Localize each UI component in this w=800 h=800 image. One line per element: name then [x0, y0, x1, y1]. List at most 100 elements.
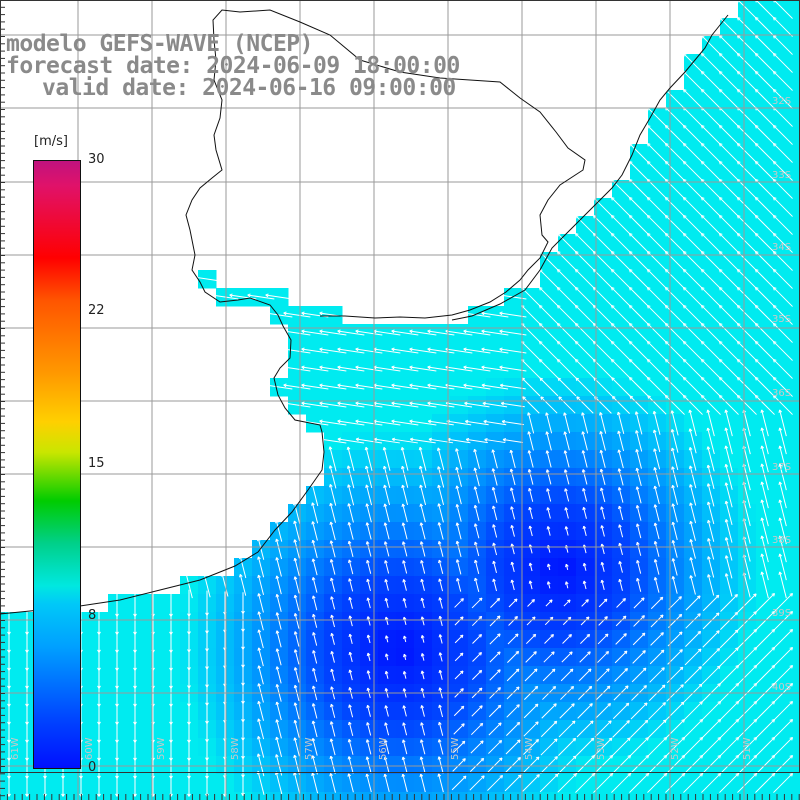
wind-arrow — [492, 524, 498, 538]
wind-arrow — [617, 487, 624, 503]
wind-arrow — [700, 196, 721, 217]
wind-arrow — [582, 562, 587, 571]
wind-arrow — [508, 616, 518, 626]
wind-arrow — [463, 311, 491, 318]
wind-arrow — [772, 322, 793, 343]
wind-arrow — [437, 739, 444, 755]
wind-arrow — [538, 322, 559, 343]
wind-arrow — [628, 214, 649, 235]
wind-arrow — [293, 649, 300, 665]
wind-arrow — [329, 502, 336, 523]
wind-arrow — [539, 773, 559, 793]
wind-arrow — [528, 525, 533, 537]
wind-arrow — [402, 597, 407, 608]
wind-arrow — [464, 401, 490, 408]
wind-arrow — [683, 718, 704, 739]
wind-arrow — [610, 268, 631, 289]
latitude-labels: 32S 33S 34S 35S 36S 37S 38S 39S 40S — [772, 96, 791, 693]
wind-arrow — [558, 720, 576, 738]
wind-arrow — [646, 268, 667, 289]
wind-arrow — [736, 358, 757, 379]
wind-arrow — [682, 214, 703, 235]
wind-arrow — [772, 142, 793, 163]
wind-arrow — [778, 553, 787, 581]
wind-arrow — [670, 447, 679, 471]
wind-arrow — [401, 739, 408, 755]
wind-arrow — [382, 446, 391, 471]
wind-arrow — [455, 540, 462, 558]
wind-arrow — [593, 737, 613, 757]
wind-arrow — [683, 701, 703, 721]
wind-arrow — [257, 647, 264, 667]
wind-arrow — [275, 520, 283, 542]
wind-arrow — [330, 614, 336, 628]
wind-arrow — [718, 358, 739, 379]
wind-arrow — [540, 738, 558, 756]
wind-arrow — [610, 304, 631, 325]
wind-arrow — [760, 427, 769, 455]
wind-arrow — [409, 401, 437, 408]
wind-arrow — [319, 383, 347, 390]
wind-arrow — [471, 705, 483, 717]
wind-arrow — [438, 721, 444, 736]
wind-arrow — [556, 358, 577, 379]
wind-arrow — [599, 487, 606, 503]
wind-arrow — [701, 772, 722, 793]
wind-arrow — [628, 232, 649, 253]
wind-arrow — [545, 431, 552, 451]
wind-arrow — [365, 773, 372, 793]
wind-arrow — [546, 488, 552, 502]
wind-arrow — [772, 304, 793, 325]
wind-arrow — [684, 666, 702, 684]
wind-arrow — [487, 774, 504, 791]
wind-arrow — [491, 486, 498, 503]
wind-arrow — [582, 525, 587, 537]
wind-arrow — [427, 383, 455, 390]
wind-arrow — [507, 633, 519, 645]
wind-arrow — [689, 575, 696, 595]
wind-arrow — [403, 653, 407, 660]
wind-arrow — [528, 487, 534, 502]
wind-arrow — [348, 596, 353, 609]
wind-arrow — [754, 322, 775, 343]
wind-arrow — [538, 340, 559, 361]
wind-arrow — [724, 537, 733, 561]
wind-arrow — [754, 286, 775, 307]
wind-arrow — [319, 329, 347, 336]
wind-arrow — [239, 574, 247, 596]
wind-arrow — [275, 630, 282, 648]
wind-arrow — [510, 561, 515, 573]
wind-arrow — [736, 304, 757, 325]
wind-arrow — [635, 505, 642, 521]
wind-arrow — [772, 16, 793, 37]
wind-arrow — [700, 376, 721, 397]
wind-arrow — [347, 559, 354, 575]
wind-arrow — [600, 561, 605, 572]
wind-arrow — [238, 555, 247, 579]
wind-arrow — [773, 754, 794, 775]
wind-arrow — [563, 450, 570, 468]
wind-arrow — [257, 629, 264, 649]
wind-arrow — [772, 34, 793, 55]
wind-arrow — [706, 409, 715, 437]
wind-arrow — [574, 340, 595, 361]
wind-arrow — [610, 340, 631, 361]
wind-arrow — [683, 772, 704, 793]
wind-arrow — [509, 449, 516, 468]
wind-arrow — [420, 722, 426, 736]
wind-arrow — [760, 499, 769, 527]
wind-arrow — [469, 757, 485, 773]
wind-arrow — [384, 616, 389, 626]
wind-arrow — [491, 449, 498, 469]
wind-arrow — [561, 651, 573, 663]
wind-arrow — [772, 376, 793, 397]
wind-arrow — [593, 754, 614, 775]
wind-arrow — [337, 329, 365, 336]
wind-arrow — [778, 409, 787, 437]
wind-arrow — [474, 577, 480, 593]
wind-arrow — [454, 670, 464, 680]
wind-arrow — [540, 396, 558, 414]
wind-arrow — [545, 450, 552, 468]
wind-arrow — [558, 396, 576, 414]
wind-arrow — [646, 160, 667, 181]
